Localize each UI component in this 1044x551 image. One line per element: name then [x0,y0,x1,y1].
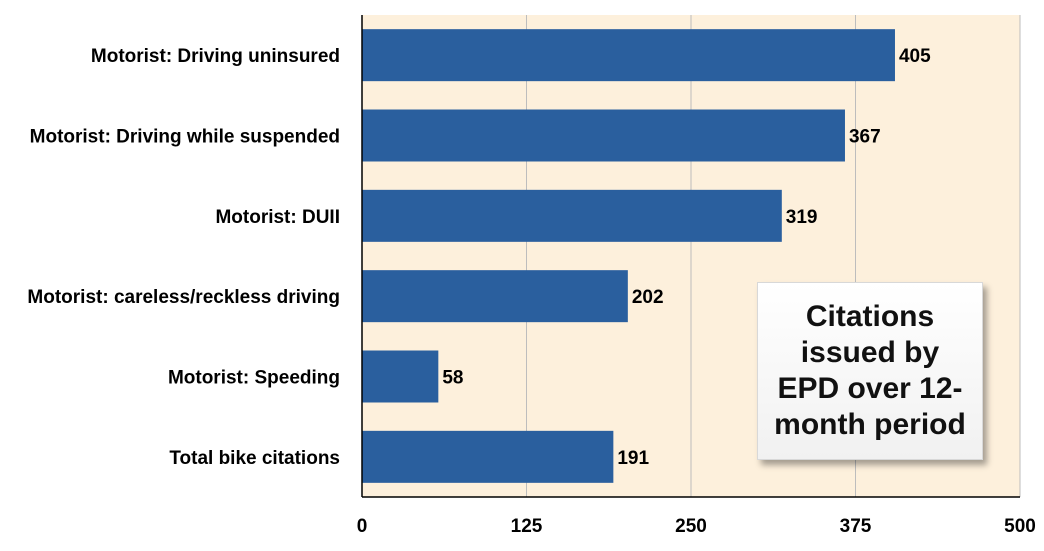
category-label: Motorist: Driving while suspended [30,127,340,148]
bar [362,29,895,82]
category-label: Total bike citations [169,448,340,469]
x-tick-label: 0 [357,516,368,537]
annotation-box: Citations issued by EPD over 12-month pe… [757,282,983,460]
data-label: 202 [632,287,664,308]
value-labels: 405 367 319 202 58 191 [442,46,931,469]
category-label: Motorist: careless/reckless driving [27,287,340,308]
bar [362,430,614,483]
x-tick-label: 375 [840,516,872,537]
x-tick-labels: 0 125 250 375 500 [357,516,1036,537]
x-tick-label: 250 [675,516,707,537]
category-label: Motorist: Driving uninsured [91,46,340,67]
annotation-text: Citations issued by EPD over 12-month pe… [774,300,966,441]
bar [362,350,439,403]
bar [362,270,628,323]
bar [362,189,782,242]
category-label: Motorist: Speeding [168,368,340,389]
x-tick-label: 125 [511,516,543,537]
data-label: 58 [442,368,463,389]
category-label: Motorist: DUII [215,207,340,228]
data-label: 319 [786,207,818,228]
bars [362,29,895,483]
data-label: 405 [899,46,931,67]
bar [362,109,845,162]
data-label: 191 [617,448,649,469]
x-tick-label: 500 [1004,516,1036,537]
data-label: 367 [849,127,881,148]
category-labels: Motorist: Driving uninsured Motorist: Dri… [27,46,340,469]
